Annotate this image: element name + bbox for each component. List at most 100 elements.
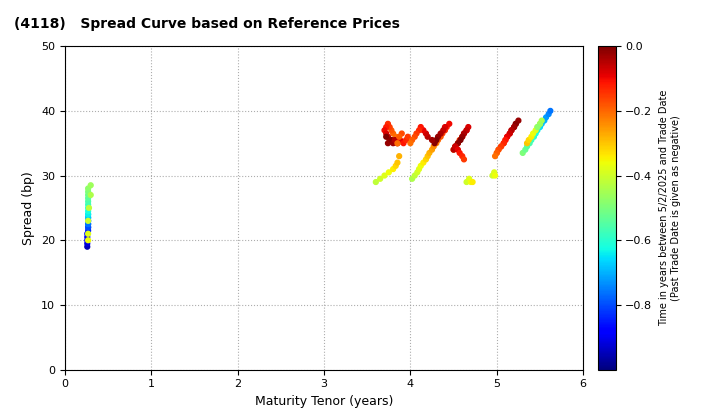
Point xyxy=(491,150,503,156)
Point xyxy=(81,240,93,247)
Point xyxy=(461,127,472,134)
Point xyxy=(436,130,448,137)
Point xyxy=(422,153,433,160)
Point xyxy=(505,127,517,134)
Point xyxy=(501,134,513,140)
Point xyxy=(379,172,390,179)
Point xyxy=(82,218,94,224)
Point xyxy=(380,130,392,137)
Point xyxy=(526,136,537,143)
Point xyxy=(530,130,541,137)
Point xyxy=(82,188,94,195)
Point xyxy=(465,178,477,185)
Point xyxy=(82,201,94,208)
Point xyxy=(386,127,397,134)
Point xyxy=(458,130,469,137)
Point xyxy=(449,143,461,150)
Y-axis label: Spread (bp): Spread (bp) xyxy=(22,171,35,245)
Point xyxy=(534,123,546,130)
Point xyxy=(392,140,403,147)
Point xyxy=(528,134,540,140)
Point xyxy=(420,130,432,137)
Point xyxy=(517,150,528,156)
Point xyxy=(82,214,94,221)
Point xyxy=(426,136,438,143)
Point xyxy=(387,130,399,137)
Point xyxy=(81,234,93,240)
Point xyxy=(85,182,96,189)
Point xyxy=(488,169,500,176)
Point xyxy=(418,159,429,166)
Point xyxy=(370,178,382,185)
Point xyxy=(395,136,406,143)
Point xyxy=(531,127,543,134)
Point xyxy=(413,166,425,173)
Point xyxy=(441,123,452,130)
Point xyxy=(452,140,464,147)
Point xyxy=(540,114,552,121)
Point xyxy=(491,150,503,156)
Point xyxy=(415,123,426,130)
Point xyxy=(393,153,405,160)
Point xyxy=(82,220,94,227)
Point xyxy=(508,123,520,130)
Point xyxy=(462,123,474,130)
Point xyxy=(426,146,438,153)
Text: (4118)   Spread Curve based on Reference Prices: (4118) Spread Curve based on Reference P… xyxy=(14,17,400,31)
Point xyxy=(500,136,511,143)
Point xyxy=(435,134,446,140)
Point xyxy=(82,237,94,244)
Point xyxy=(456,134,468,140)
Point xyxy=(524,140,536,147)
Point xyxy=(510,121,521,127)
Point xyxy=(432,136,444,143)
Point xyxy=(84,205,95,211)
Point xyxy=(456,134,468,140)
Point xyxy=(412,169,423,176)
Point xyxy=(458,130,469,137)
Point xyxy=(82,205,94,211)
Point xyxy=(531,123,543,130)
Point xyxy=(498,140,510,147)
Point xyxy=(461,178,472,185)
Point xyxy=(396,130,408,137)
Point xyxy=(390,163,402,169)
Point xyxy=(82,231,94,237)
Y-axis label: Time in years between 5/2/2025 and Trade Date
(Past Trade Date is given as negat: Time in years between 5/2/2025 and Trade… xyxy=(660,90,681,326)
Point xyxy=(392,140,403,147)
Point xyxy=(82,220,94,227)
Point xyxy=(504,130,516,137)
Point xyxy=(81,237,93,244)
Point xyxy=(539,117,550,124)
Point xyxy=(413,127,425,134)
Point xyxy=(384,136,395,143)
Point xyxy=(393,134,405,140)
Point xyxy=(400,136,412,143)
Point xyxy=(382,121,394,127)
Point xyxy=(505,127,517,134)
Point xyxy=(452,140,464,147)
Point xyxy=(82,198,94,205)
Point xyxy=(500,136,511,143)
Point xyxy=(81,243,93,250)
Point xyxy=(508,123,520,130)
Point xyxy=(490,172,501,179)
Point xyxy=(429,140,441,147)
Point xyxy=(444,121,455,127)
Point xyxy=(439,123,451,130)
Point xyxy=(513,117,524,124)
Point xyxy=(81,231,93,237)
Point xyxy=(454,150,465,156)
Point xyxy=(374,176,386,182)
Point xyxy=(439,127,451,134)
Point xyxy=(490,153,501,160)
X-axis label: Maturity Tenor (years): Maturity Tenor (years) xyxy=(255,395,393,408)
Point xyxy=(82,218,94,224)
Point xyxy=(402,134,413,140)
Point xyxy=(501,134,513,140)
Point xyxy=(521,143,533,150)
Point xyxy=(543,111,554,118)
Point xyxy=(455,136,467,143)
Point xyxy=(431,140,442,147)
Point xyxy=(387,140,399,147)
